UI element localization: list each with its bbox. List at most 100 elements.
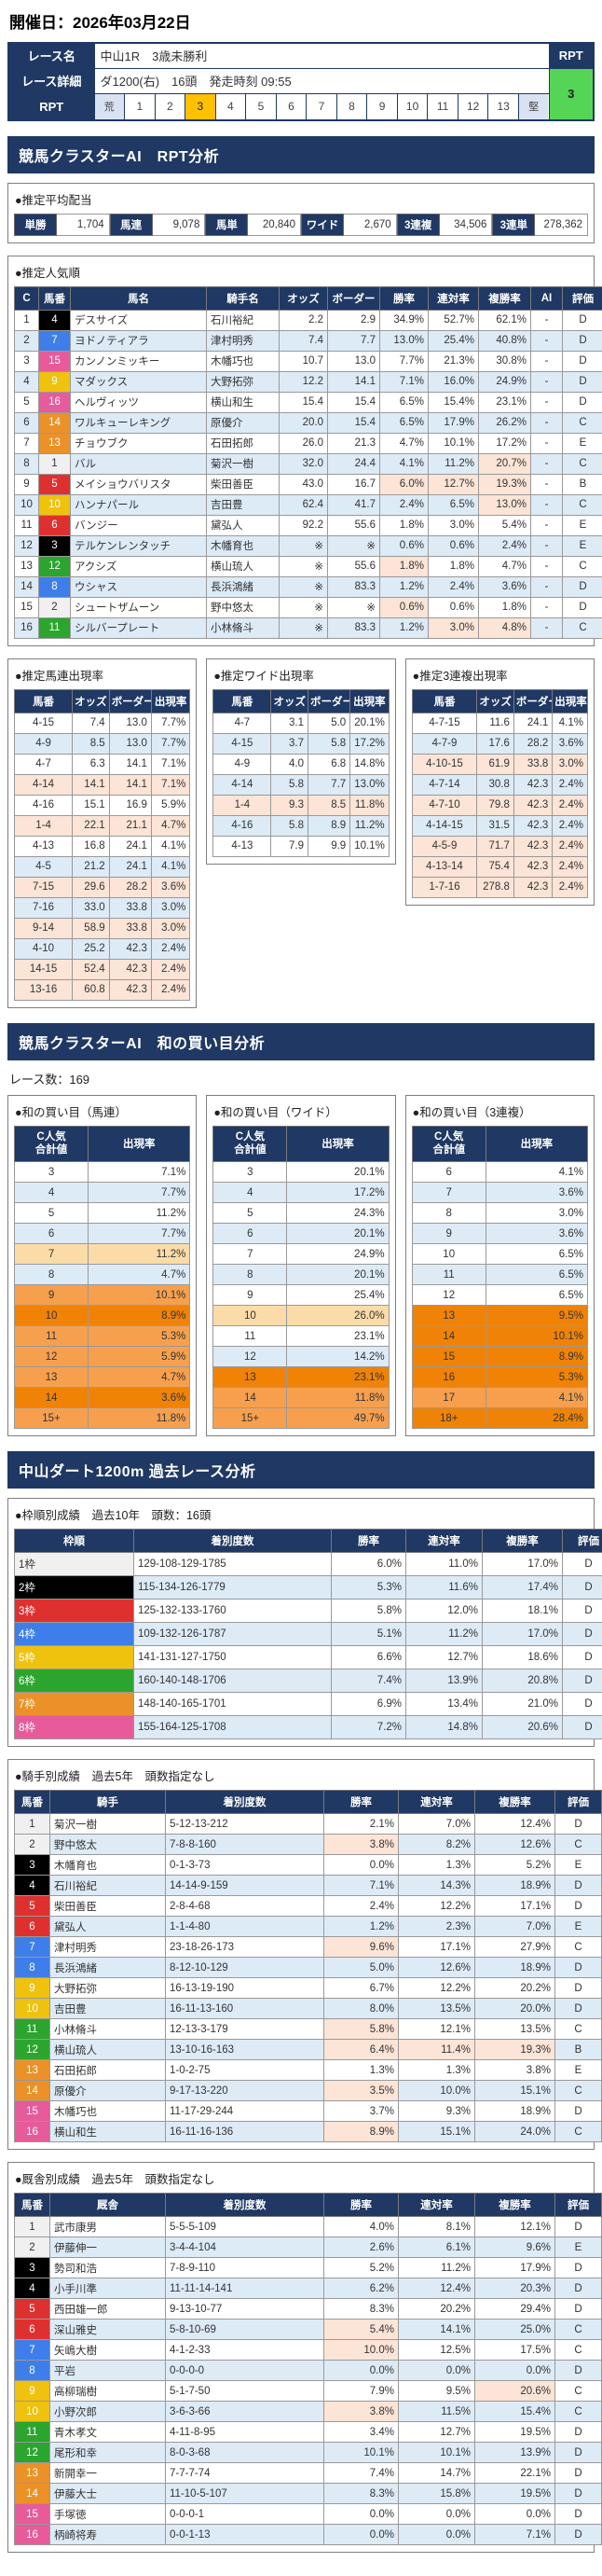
cell-sum: 11: [412, 1265, 486, 1285]
cell-win: 1.2%: [324, 1917, 399, 1937]
cell-ren: 11.5%: [399, 2402, 475, 2422]
cell-fuku: 0.0%: [475, 2504, 555, 2525]
cell-border: 13.0: [109, 713, 151, 733]
cell-win: 5.4%: [324, 2320, 399, 2340]
wide-header-row: 馬番オッズボーダー出現率: [213, 689, 389, 713]
cell-fuku: 20.8%: [483, 1669, 563, 1693]
cell-record: 14-14-9-159: [166, 1876, 324, 1896]
cell-fuku: 3.8%: [475, 2060, 555, 2081]
column-header: 勝率: [324, 2194, 399, 2217]
header-line: 合計値: [215, 1143, 284, 1157]
cell-num: 12: [15, 2443, 50, 2463]
cell-fuku: 17.4%: [483, 1576, 563, 1600]
cell-ai: -: [531, 556, 563, 576]
header-line: 合計値: [17, 1143, 86, 1157]
cell-fuku: 29.4%: [475, 2299, 555, 2320]
cell-fuku: 18.6%: [483, 1646, 563, 1669]
cell-border: 42.3: [513, 795, 552, 815]
cell-name: 長浜鴻緒: [50, 1958, 166, 1978]
payout-value: 9,078: [153, 214, 206, 236]
cell-record: 1-0-2-75: [166, 2060, 324, 2081]
cell-fuku: 62.1%: [479, 310, 531, 330]
cell-odds: 25.2: [73, 938, 110, 959]
column-header: C人気合計値: [412, 1126, 486, 1162]
cell-win: 5.8%: [332, 1600, 406, 1623]
cell-rate: 11.8%: [89, 1408, 190, 1429]
cell-num: 15: [39, 351, 71, 371]
cell-name: 柴田善臣: [50, 1896, 166, 1917]
cell-num: 14: [39, 412, 71, 433]
column-header: C人気合計値: [15, 1126, 89, 1162]
cell-odds: 71.7: [477, 836, 514, 856]
cell-num: 8: [15, 2361, 50, 2381]
cell-fuku: 13.0%: [479, 494, 531, 515]
cell-record: 0-1-3-73: [166, 1855, 324, 1876]
waku-title: ●枠順別成績 過去10年 頭数：16頭: [14, 1503, 588, 1529]
cell-sum: 14: [15, 1388, 89, 1408]
column-header: 騎手名: [207, 286, 280, 310]
cell-sum: 3: [15, 1162, 89, 1183]
cell-sum: 13: [213, 1367, 287, 1388]
cell-ren: 3.0%: [429, 617, 479, 638]
sanrenpuku-title: ●推定3連複出現率: [412, 663, 588, 689]
wide-title: ●推定ワイド出現率: [212, 663, 389, 689]
cell-record: 155-164-125-1708: [134, 1716, 332, 1739]
cell-fuku: 17.1%: [475, 1896, 555, 1917]
cell-horse: マダックス: [71, 371, 207, 392]
table-row: 18+28.4%: [412, 1408, 587, 1429]
column-header: 勝率: [380, 286, 429, 310]
cell-win: 8.0%: [324, 1999, 399, 2019]
cell-rate: 3.0%: [151, 897, 189, 918]
cell-win: 4.7%: [380, 433, 429, 453]
cell-rate: 28.4%: [486, 1408, 587, 1429]
cell-rate: 14.2%: [287, 1347, 389, 1367]
cell-odds: 4.0: [271, 754, 308, 774]
cell-name: 石川裕紀: [50, 1876, 166, 1896]
payout-value: 1,704: [57, 214, 110, 236]
cell-num: 5: [15, 1896, 50, 1917]
cell-num: 14: [15, 2081, 50, 2101]
cell-border: 24.1: [109, 836, 151, 856]
cell-fuku: 21.0%: [483, 1693, 563, 1716]
cell-num: 3: [15, 1855, 50, 1876]
payout-label: 3連単: [492, 214, 535, 236]
cell-sum: 15: [412, 1347, 486, 1367]
cell-border: ※: [328, 535, 380, 556]
cell-win: 2.6%: [324, 2237, 399, 2258]
cell-border: 21.3: [328, 433, 380, 453]
cell-rate: 4.7%: [151, 815, 189, 836]
cell-c: 16: [15, 617, 39, 638]
cell-border: 42.3: [513, 815, 552, 836]
cell-rate: 3.6%: [486, 1183, 587, 1203]
umaren-header-row: 馬番オッズボーダー出現率: [15, 689, 190, 713]
cell-num: 7: [15, 2340, 50, 2361]
jockey-header-row: 馬番騎手着別度数勝率連対率複勝率評価: [15, 1791, 602, 1814]
cell-sum: 10: [412, 1244, 486, 1265]
cell-rate: 6.5%: [486, 1244, 587, 1265]
cell-ai: -: [531, 330, 563, 351]
cell-sum: 13: [412, 1306, 486, 1326]
cell-rate: 11.8%: [287, 1388, 389, 1408]
cell-border: 42.3: [513, 877, 552, 897]
cell-rating: C: [563, 453, 602, 474]
table-row: 15+49.7%: [213, 1408, 389, 1429]
cell-record: 4-11-8-95: [166, 2422, 324, 2443]
cell-rating: D: [563, 1669, 602, 1693]
